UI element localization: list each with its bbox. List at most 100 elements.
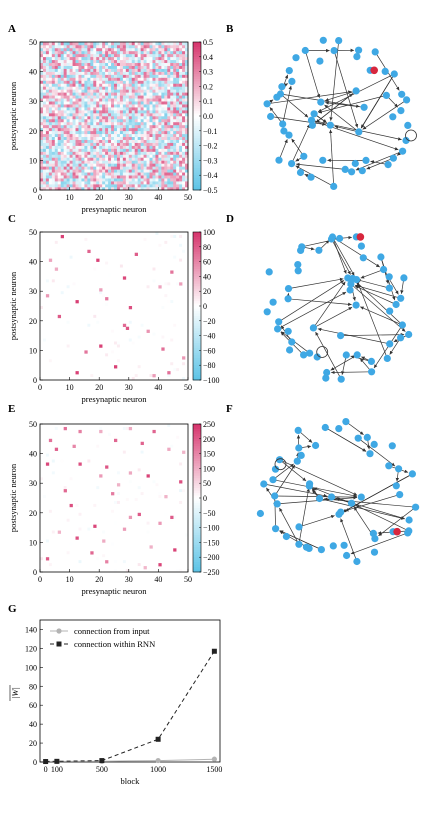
network-edge [360,269,384,279]
heatmap-cell [93,80,97,84]
heatmap-cell [93,169,97,173]
colorbar-segment [193,362,201,366]
heatmap-cell [66,113,70,117]
heatmap-cell [116,187,121,191]
heatmap-cell [102,166,106,170]
colorbar-segment [193,527,201,531]
heatmap-cell [128,65,133,69]
heatmap-cell [72,42,76,46]
colorbar-segment [193,283,201,287]
heatmap-cell [114,101,118,105]
colorbar-segment [193,153,201,156]
heatmap-cell [75,145,79,149]
heatmap-cell [173,160,177,164]
network-node [295,444,303,452]
heatmap-cell [179,62,183,66]
heatmap-cell [131,71,136,75]
heatmap-cell [48,563,52,567]
network-edge [355,150,403,171]
heatmap-cell [40,154,44,158]
heatmap-cell [161,157,165,161]
heatmap-cell [128,148,133,152]
heatmap-cell [155,83,159,87]
heatmap-cell [149,83,153,87]
heatmap-cell [72,74,76,78]
heatmap-cell [78,187,82,191]
network-node [284,327,292,335]
heatmap-cell [99,113,103,117]
heatmap-cell [164,86,168,90]
heatmap-cell [161,127,165,132]
heatmap-cell [48,113,53,117]
heatmap-cell [170,42,174,46]
heatmap-cell [176,68,180,72]
heatmap-cell [161,133,165,138]
heatmap-cell [185,148,189,152]
heatmap-cell [60,127,64,132]
heatmap-cell-strong [75,371,79,375]
heatmap-cell [134,50,138,55]
heatmap-cell [158,139,162,143]
heatmap-cell [60,459,64,463]
heatmap-cell [51,68,56,72]
heatmap-cell [155,145,159,149]
heatmap-cell [102,181,106,185]
heatmap-cell [42,62,47,66]
y-tick-label: 0 [33,376,37,385]
heatmap-cell [137,130,141,135]
heatmap-cell [69,124,73,129]
colorbar-tick-label: −100 [203,524,220,533]
heatmap-cell [137,83,141,87]
heatmap-cell [152,113,156,117]
heatmap-cell [108,95,112,99]
heatmap-cell [108,104,112,108]
heatmap-cell [167,166,171,170]
heatmap-cell [185,166,189,170]
heatmap-cell [122,80,127,84]
heatmap-cell [63,83,67,87]
heatmap-cell [114,136,118,140]
heatmap-cell [164,56,168,61]
heatmap-cell [140,166,144,170]
network-node [335,425,343,433]
heatmap-cell [87,110,91,114]
heatmap-cell [167,50,171,55]
heatmap-cell [45,136,50,140]
heatmap-cell [155,50,159,55]
colorbar-tick-label: 0 [203,302,207,311]
network-node [288,77,296,85]
heatmap-cell [122,187,127,191]
heatmap-cell [93,136,97,140]
heatmap-cell [170,101,174,105]
heatmap-cell [185,113,189,117]
heatmap-cell [90,92,94,96]
heatmap-cell [125,116,130,120]
heatmap-cell [66,187,70,191]
heatmap-cell [108,116,112,120]
heatmap-cell [179,178,183,182]
heatmap-cell [149,157,153,161]
heatmap-cell [155,104,159,108]
heatmap-cell [149,172,153,176]
heatmap-cell [40,133,44,138]
heatmap-cell [60,50,64,55]
heatmap-cell [155,92,159,96]
colorbar-segment [193,148,201,151]
heatmap-cell [75,95,79,99]
heatmap-cell [57,124,62,129]
network-node [371,48,379,56]
network-edge [291,124,311,164]
heatmap-cell [75,74,79,78]
heatmap-cell [78,62,82,66]
heatmap-cell [152,332,156,336]
y-axis-label: |W| [10,687,20,699]
heatmap-cell [152,142,156,146]
heatmap-cell [146,169,150,173]
heatmap-cell [140,86,144,90]
heatmap-cell [140,68,144,72]
heatmap-cell [81,160,85,164]
heatmap-cell [81,154,85,158]
network-edge [298,488,310,545]
heatmap-cell [122,95,127,99]
heatmap-cell [111,181,115,185]
